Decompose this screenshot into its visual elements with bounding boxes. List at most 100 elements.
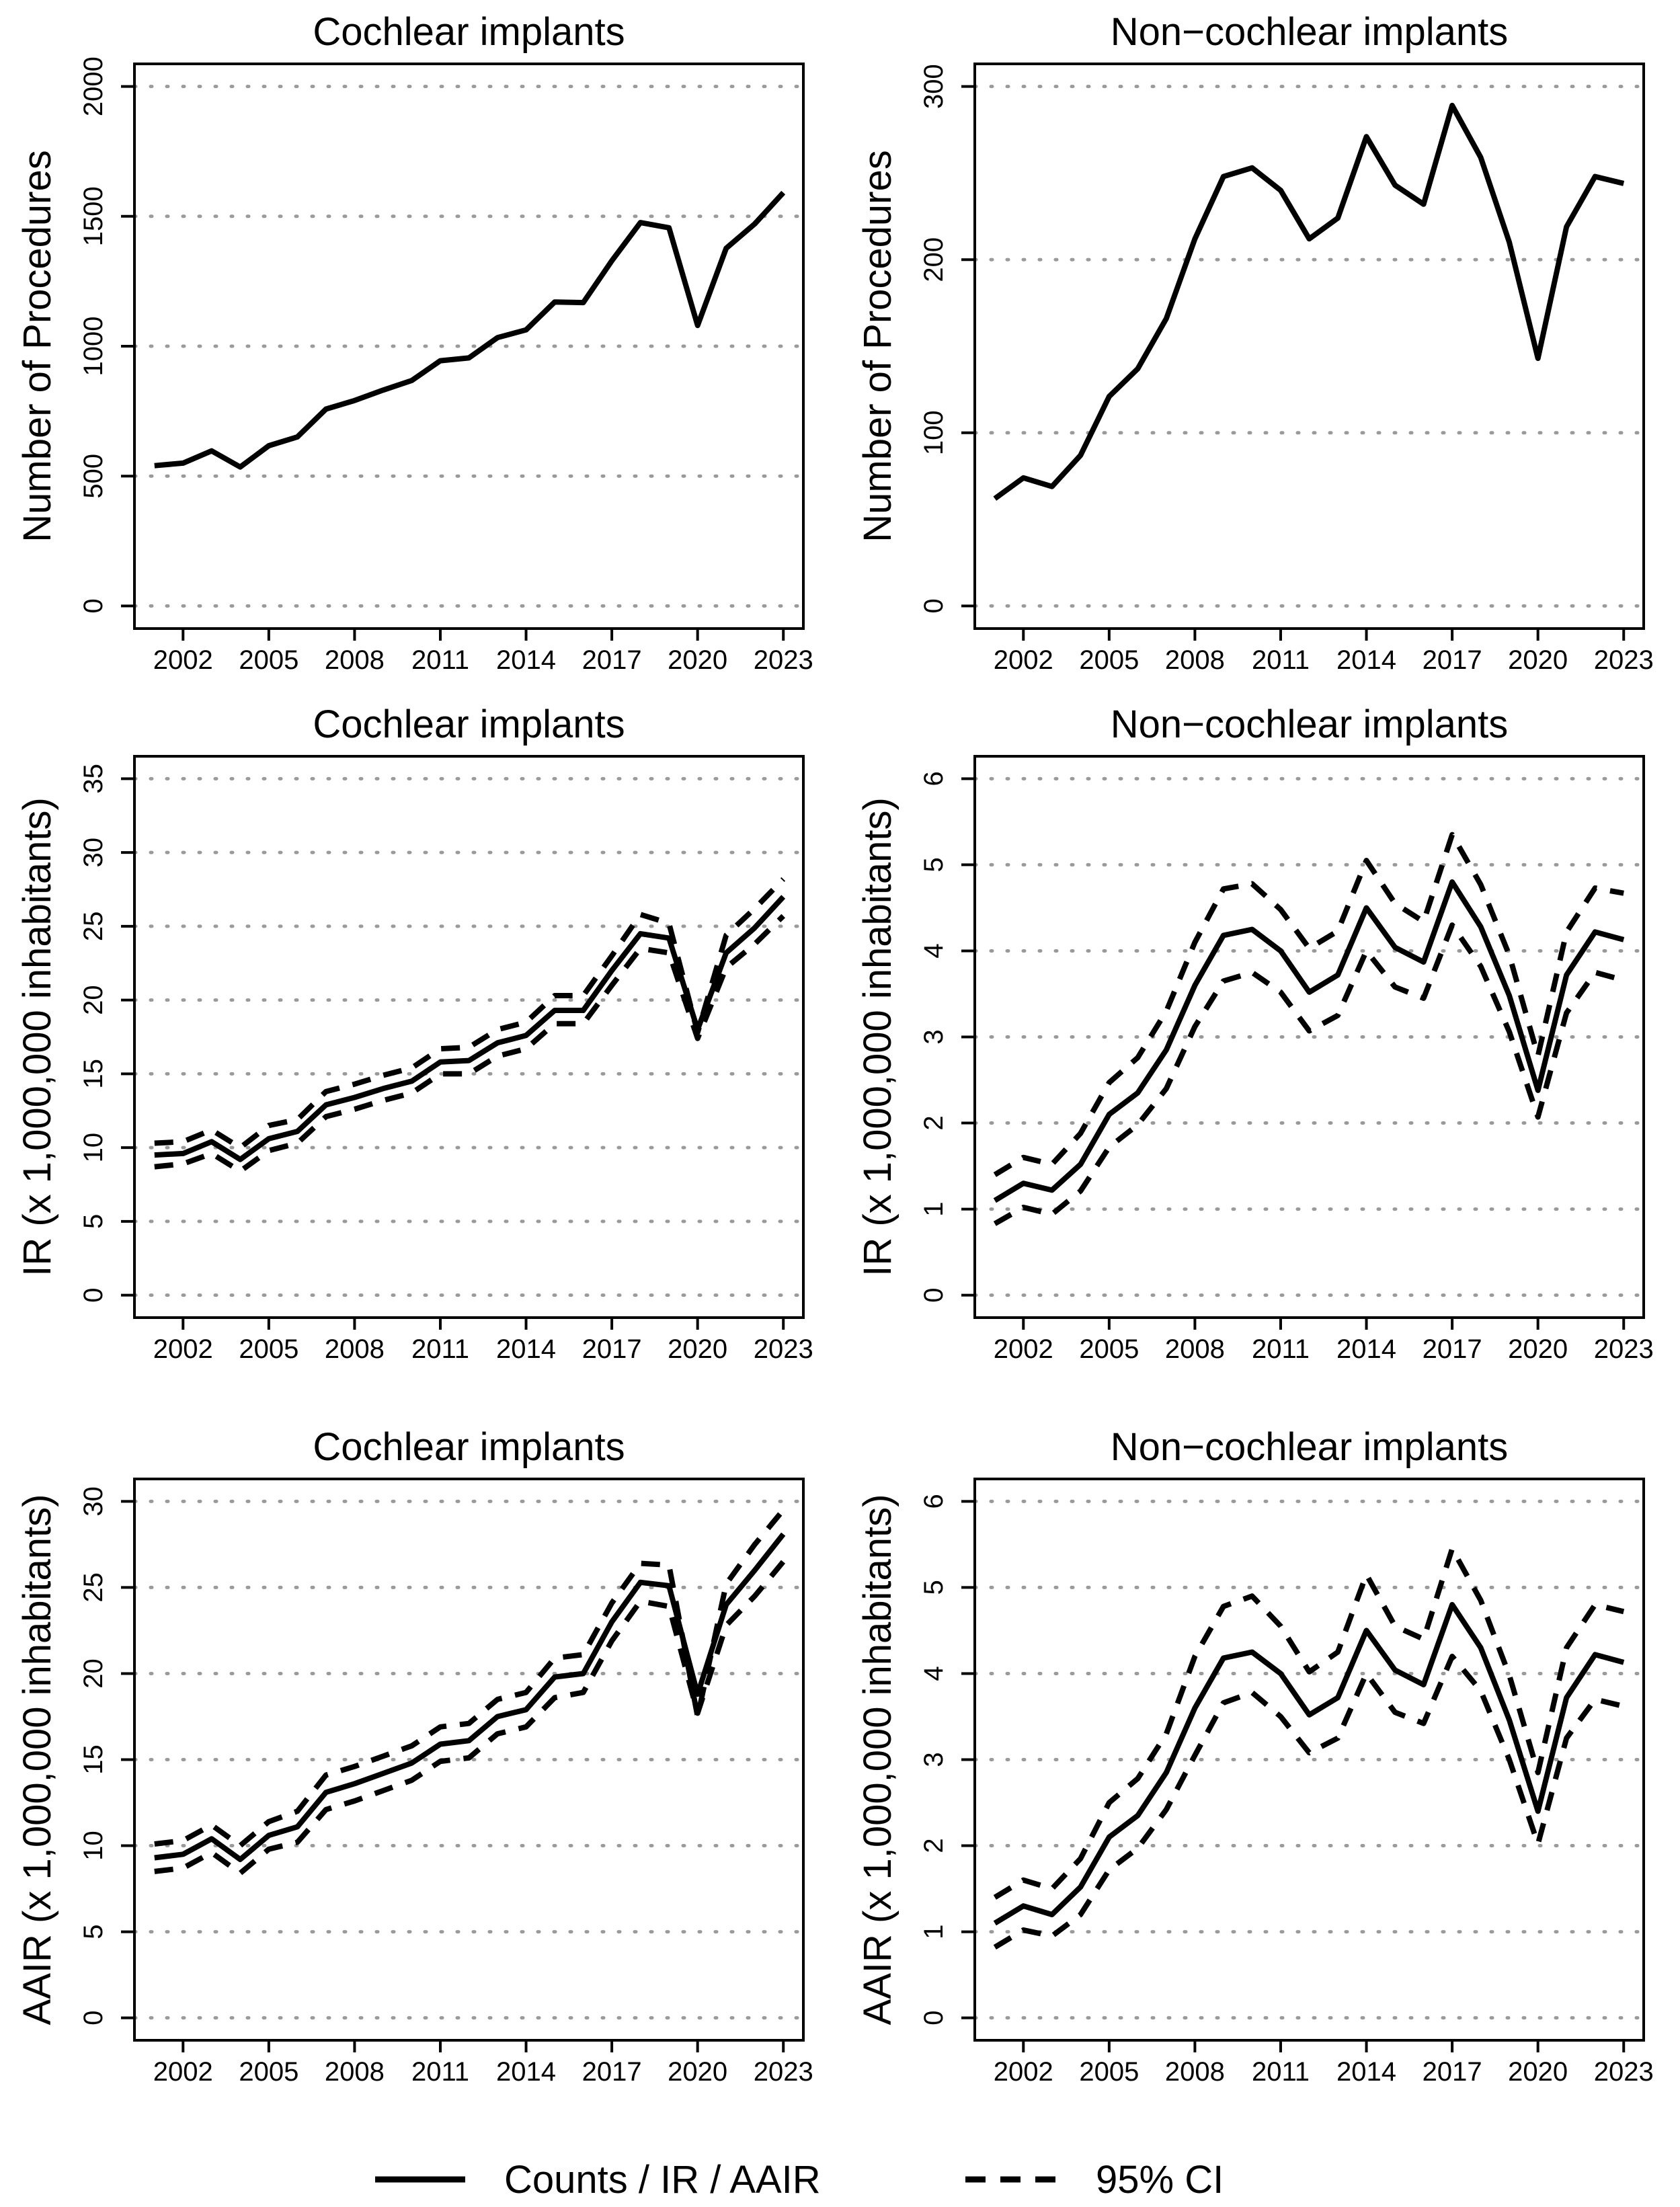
panel-title: Non−cochlear implants: [1111, 703, 1509, 746]
x-tick-label: 2020: [668, 1334, 727, 1364]
main-series-line: [993, 1602, 1625, 1926]
x-tick-label: 2023: [1594, 645, 1654, 675]
y-tick-label: 5: [79, 1214, 108, 1229]
x-tick-label: 2011: [1252, 645, 1310, 675]
y-tick-label: 0: [919, 598, 949, 613]
y-tick-label: 0: [79, 2010, 108, 2025]
panel-4: Non−cochlear implants IR (x 1,000,000 inh…: [856, 703, 1654, 1364]
y-axis-label: AAIR (x 1,000,000 inhabitants): [856, 1494, 899, 2025]
x-tick-label: 2008: [325, 1334, 385, 1364]
y-tick-label: 1500: [79, 186, 108, 246]
panel-3: Cochlear implants IR (x 1,000,000 inhabit…: [15, 703, 813, 1364]
x-tick-label: 2005: [239, 1334, 298, 1364]
x-tick-label: 2014: [496, 2057, 556, 2087]
x-tick-label: 2014: [496, 645, 556, 675]
x-tick-label: 2014: [1336, 1334, 1396, 1364]
y-tick-label: 30: [79, 1486, 108, 1517]
y-tick-label: 100: [919, 410, 949, 455]
x-tick-label: 2005: [1079, 1334, 1139, 1364]
main-series-line: [993, 102, 1625, 501]
y-tick-label: 2: [919, 1838, 949, 1853]
x-tick-label: 2020: [1508, 1334, 1568, 1364]
panel-title: Non−cochlear implants: [1111, 10, 1509, 54]
x-tick-label: 2023: [754, 645, 813, 675]
y-tick-label: 5: [919, 857, 949, 872]
x-tick-label: 2020: [668, 2057, 727, 2087]
x-tick-label: 2023: [754, 1334, 813, 1364]
panel-title: Cochlear implants: [313, 10, 625, 54]
y-axis-label: AAIR (x 1,000,000 inhabitants): [15, 1494, 59, 2025]
x-tick-label: 2023: [1594, 2057, 1654, 2087]
ci-series-line: [154, 1508, 786, 1849]
x-tick-label: 2008: [325, 645, 385, 675]
x-tick-label: 2011: [411, 645, 469, 675]
y-tick-label: 10: [79, 1133, 108, 1163]
x-tick-label: 2014: [496, 1334, 556, 1364]
y-tick-label: 25: [79, 912, 108, 942]
panel-1: Cochlear implants Number of Procedures 0 50…: [15, 10, 813, 675]
plot-frame: [133, 63, 805, 630]
x-tick-label: 2005: [1079, 645, 1139, 675]
x-tick-label: 2014: [1336, 645, 1396, 675]
x-tick-label: 2014: [1336, 2057, 1396, 2087]
x-tick-label: 2011: [411, 2057, 469, 2087]
x-tick-label: 2017: [582, 2057, 642, 2087]
y-tick-label: 35: [79, 764, 108, 794]
panel-6: Non−cochlear implants AAIR (x 1,000,000 i…: [856, 1425, 1654, 2087]
panel-title: Cochlear implants: [313, 1425, 625, 1469]
x-tick-label: 2002: [153, 1334, 213, 1364]
y-tick-label: 20: [79, 985, 108, 1015]
main-series-line: [993, 879, 1625, 1203]
x-tick-label: 2008: [1165, 2057, 1225, 2087]
y-axis-label: Number of Procedures: [15, 150, 59, 542]
main-series-line: [154, 895, 786, 1162]
legend-dashed-label: 95% CI: [1096, 2158, 1224, 2202]
main-series-line: [154, 190, 786, 470]
ci-series-line: [993, 922, 1625, 1226]
y-tick-label: 500: [79, 454, 108, 499]
y-tick-label: 4: [919, 943, 949, 958]
x-tick-label: 2008: [1165, 1334, 1225, 1364]
y-tick-label: 6: [919, 1494, 949, 1509]
panel-2: Non−cochlear implants Number of Procedure…: [856, 10, 1654, 675]
legend: Counts / IR / AAIR 95% CI: [375, 2158, 1224, 2202]
y-tick-label: 3: [919, 1029, 949, 1044]
y-tick-label: 4: [919, 1666, 949, 1681]
y-tick-label: 30: [79, 838, 108, 868]
y-tick-label: 15: [79, 1059, 108, 1089]
y-tick-label: 0: [919, 1287, 949, 1302]
legend-solid-label: Counts / IR / AAIR: [504, 2158, 821, 2202]
y-tick-label: 10: [79, 1831, 108, 1861]
x-tick-label: 2017: [1423, 645, 1482, 675]
y-tick-label: 2000: [79, 56, 108, 116]
plot-frame: [133, 755, 805, 1319]
x-tick-label: 2011: [411, 1334, 469, 1364]
y-tick-label: 3: [919, 1752, 949, 1767]
x-tick-label: 2005: [239, 645, 298, 675]
ci-series-line: [993, 832, 1624, 1177]
y-tick-label: 25: [79, 1572, 108, 1603]
y-tick-label: 5: [79, 1924, 108, 1939]
x-tick-label: 2011: [1252, 1334, 1310, 1364]
x-tick-label: 2005: [239, 2057, 298, 2087]
y-tick-label: 1: [919, 1201, 949, 1216]
y-tick-label: 2: [919, 1115, 949, 1130]
x-tick-label: 2002: [994, 2057, 1053, 2087]
x-tick-label: 2017: [1423, 2057, 1482, 2087]
ci-series-line: [993, 1546, 1625, 1900]
x-tick-label: 2023: [754, 2057, 813, 2087]
x-tick-label: 2002: [153, 645, 213, 675]
panel-title: Non−cochlear implants: [1111, 1425, 1509, 1469]
plot-frame: [973, 63, 1645, 630]
y-axis-label: IR (x 1,000,000 inhabitants): [856, 797, 899, 1277]
x-tick-label: 2017: [1423, 1334, 1482, 1364]
x-tick-label: 2002: [994, 1334, 1053, 1364]
ci-series-line: [993, 1653, 1625, 1950]
ci-series-line: [154, 1560, 786, 1876]
ci-series-line: [154, 877, 786, 1151]
y-tick-label: 200: [919, 237, 949, 282]
y-tick-label: 300: [919, 64, 949, 109]
x-tick-label: 2002: [153, 2057, 213, 2087]
